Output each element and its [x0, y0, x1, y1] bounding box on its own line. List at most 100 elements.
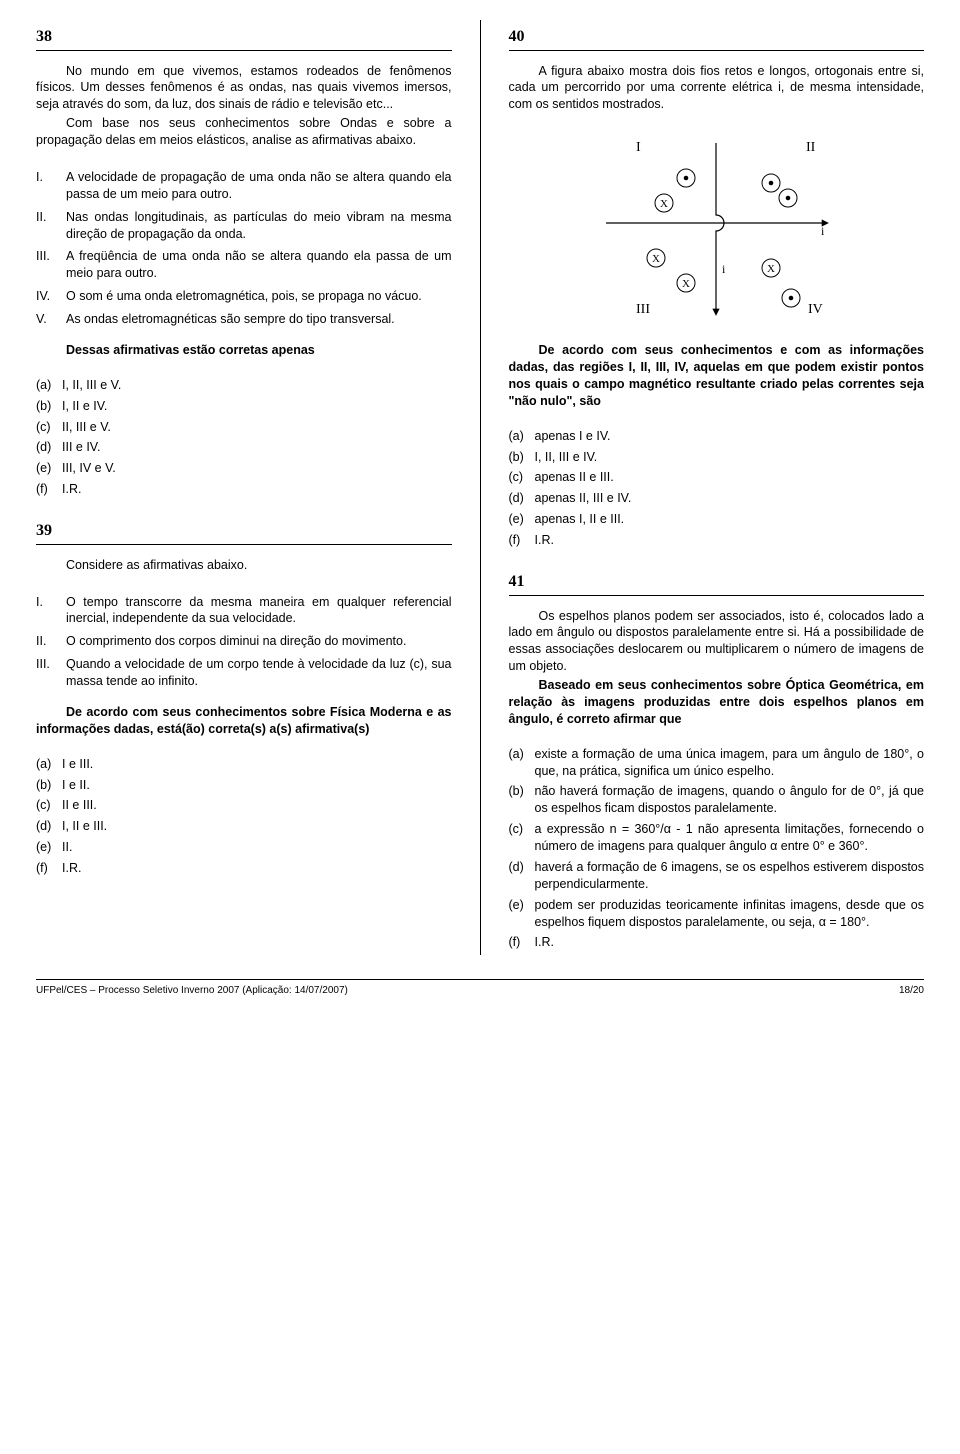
- option-text: I.R.: [62, 860, 452, 877]
- q38-item-3: III. A freqüência de uma onda não se alt…: [36, 248, 452, 282]
- q39-item-1: I. O tempo transcorre da mesma maneira e…: [36, 594, 452, 628]
- q38-option-a: (a)I, II, III e V.: [36, 377, 452, 394]
- svg-text:X: X: [767, 263, 775, 275]
- two-column-layout: 38 No mundo em que vivemos, estamos rode…: [36, 20, 924, 955]
- option-letter: (d): [509, 490, 535, 507]
- option-text: I, II, III e V.: [62, 377, 452, 394]
- option-letter: (c): [509, 469, 535, 486]
- footer-right: 18/20: [899, 984, 924, 998]
- q38-item-4: IV. O som é uma onda eletromagnética, po…: [36, 288, 452, 305]
- roman-label: IV.: [36, 288, 66, 305]
- svg-text:X: X: [660, 198, 668, 210]
- option-text: II, III e V.: [62, 419, 452, 436]
- option-text: III e IV.: [62, 439, 452, 456]
- column-divider: [480, 20, 481, 955]
- option-text: I.R.: [62, 481, 452, 498]
- option-letter: (e): [36, 839, 62, 856]
- q38-option-d: (d)III e IV.: [36, 439, 452, 456]
- svg-text:X: X: [682, 278, 690, 290]
- roman-label: I.: [36, 594, 66, 628]
- option-text: I e III.: [62, 756, 452, 773]
- q38-option-c: (c)II, III e V.: [36, 419, 452, 436]
- option-letter: (d): [509, 859, 535, 893]
- roman-text: As ondas eletromagnéticas são sempre do …: [66, 311, 452, 328]
- roman-label: I.: [36, 169, 66, 203]
- option-letter: (b): [36, 398, 62, 415]
- option-text: I.R.: [535, 532, 925, 549]
- q40-option-b: (b)I, II, III e IV.: [509, 449, 925, 466]
- left-column: 38 No mundo em que vivemos, estamos rode…: [36, 20, 452, 955]
- option-letter: (b): [509, 783, 535, 817]
- option-text: I, II e III.: [62, 818, 452, 835]
- option-letter: (a): [36, 377, 62, 394]
- option-text: a expressão n = 360°/α - 1 não apresenta…: [535, 821, 925, 855]
- q41-option-e: (e)podem ser produzidas teoricamente inf…: [509, 897, 925, 931]
- q41-option-d: (d)haverá a formação de 6 imagens, se os…: [509, 859, 925, 893]
- question-number-41: 41: [509, 571, 925, 596]
- option-letter: (b): [36, 777, 62, 794]
- option-letter: (d): [36, 439, 62, 456]
- physics-diagram: I II III IV i i X X X: [586, 123, 846, 328]
- roman-label: II.: [36, 633, 66, 650]
- option-text: I e II.: [62, 777, 452, 794]
- option-text: existe a formação de uma única imagem, p…: [535, 746, 925, 780]
- q38-item-5: V. As ondas eletromagnéticas são sempre …: [36, 311, 452, 328]
- q39-prompt: De acordo com seus conhecimentos sobre F…: [36, 704, 452, 738]
- option-letter: (d): [36, 818, 62, 835]
- question-number-39: 39: [36, 520, 452, 545]
- question-number-38: 38: [36, 26, 452, 51]
- option-letter: (c): [509, 821, 535, 855]
- q39-option-a: (a)I e III.: [36, 756, 452, 773]
- q41-option-b: (b)não haverá formação de imagens, quand…: [509, 783, 925, 817]
- svg-text:X: X: [652, 253, 660, 265]
- q38-paragraph-2: Com base nos seus conhecimentos sobre On…: [36, 115, 452, 149]
- roman-text: O som é uma onda eletromagnética, pois, …: [66, 288, 452, 305]
- q41-option-a: (a)existe a formação de uma única imagem…: [509, 746, 925, 780]
- roman-text: O tempo transcorre da mesma maneira em q…: [66, 594, 452, 628]
- q38-item-2: II. Nas ondas longitudinais, as partícul…: [36, 209, 452, 243]
- q38-paragraph-1: No mundo em que vivemos, estamos rodeado…: [36, 63, 452, 114]
- q38-option-e: (e)III, IV e V.: [36, 460, 452, 477]
- q40-option-c: (c)apenas II e III.: [509, 469, 925, 486]
- roman-text: A velocidade de propagação de uma onda n…: [66, 169, 452, 203]
- option-text: III, IV e V.: [62, 460, 452, 477]
- q39-option-d: (d)I, II e III.: [36, 818, 452, 835]
- option-text: apenas II, III e IV.: [535, 490, 925, 507]
- option-text: I, II, III e IV.: [535, 449, 925, 466]
- q39-option-b: (b)I e II.: [36, 777, 452, 794]
- svg-text:II: II: [806, 140, 816, 155]
- roman-label: V.: [36, 311, 66, 328]
- svg-text:i: i: [821, 224, 825, 238]
- option-letter: (e): [36, 460, 62, 477]
- option-letter: (f): [36, 860, 62, 877]
- option-text: I, II e IV.: [62, 398, 452, 415]
- option-letter: (a): [509, 746, 535, 780]
- option-letter: (f): [509, 934, 535, 951]
- roman-text: Nas ondas longitudinais, as partículas d…: [66, 209, 452, 243]
- roman-text: Quando a velocidade de um corpo tende à …: [66, 656, 452, 690]
- q39-option-e: (e)II.: [36, 839, 452, 856]
- q40-figure: I II III IV i i X X X: [509, 123, 925, 328]
- option-text: podem ser produzidas teoricamente infini…: [535, 897, 925, 931]
- roman-label: III.: [36, 248, 66, 282]
- svg-text:i: i: [722, 262, 726, 276]
- page-footer: UFPel/CES – Processo Seletivo Inverno 20…: [36, 979, 924, 998]
- option-letter: (a): [36, 756, 62, 773]
- option-letter: (c): [36, 797, 62, 814]
- roman-text: A freqüência de uma onda não se altera q…: [66, 248, 452, 282]
- q41-paragraph-1: Os espelhos planos podem ser associados,…: [509, 608, 925, 676]
- q40-prompt: De acordo com seus conhecimentos e com a…: [509, 342, 925, 410]
- q39-option-f: (f)I.R.: [36, 860, 452, 877]
- q41-option-f: (f)I.R.: [509, 934, 925, 951]
- option-text: I.R.: [535, 934, 925, 951]
- q38-option-b: (b)I, II e IV.: [36, 398, 452, 415]
- right-column: 40 A figura abaixo mostra dois fios reto…: [509, 20, 925, 955]
- q38-item-1: I. A velocidade de propagação de uma ond…: [36, 169, 452, 203]
- option-text: não haverá formação de imagens, quando o…: [535, 783, 925, 817]
- svg-text:I: I: [636, 140, 641, 155]
- q39-option-c: (c)II e III.: [36, 797, 452, 814]
- roman-text: O comprimento dos corpos diminui na dire…: [66, 633, 452, 650]
- option-text: haverá a formação de 6 imagens, se os es…: [535, 859, 925, 893]
- option-text: II.: [62, 839, 452, 856]
- q41-option-c: (c)a expressão n = 360°/α - 1 não aprese…: [509, 821, 925, 855]
